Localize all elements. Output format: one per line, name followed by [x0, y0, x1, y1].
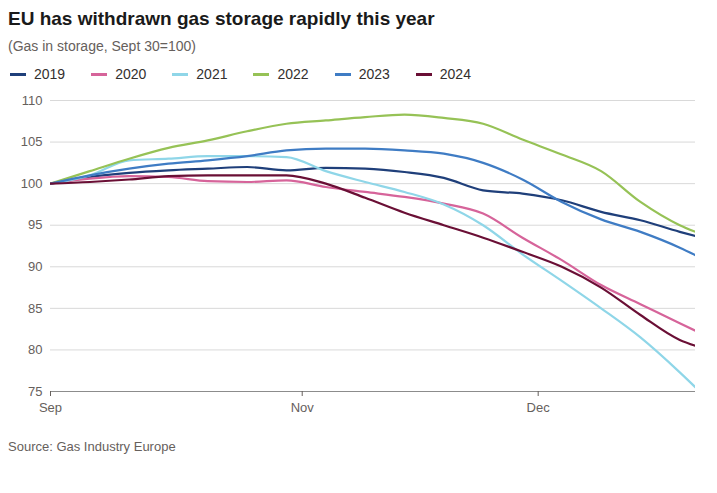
- svg-text:90: 90: [28, 259, 42, 274]
- svg-text:105: 105: [21, 134, 43, 149]
- html-text:(Gas in storage, Sept 30=100): (Gas in storage, Sept 30=100): [8, 38, 196, 54]
- svg-text:Nov: Nov: [291, 400, 315, 415]
- html-text:2023: 2023: [358, 66, 390, 82]
- svg-text:Sep: Sep: [39, 400, 62, 415]
- html-text:2019: 2019: [34, 66, 66, 82]
- svg-text:85: 85: [28, 301, 42, 316]
- html-text:2021: 2021: [196, 66, 228, 82]
- svg-text:Dec: Dec: [527, 400, 551, 415]
- svg-text:110: 110: [22, 93, 43, 108]
- svg-text:95: 95: [28, 217, 42, 232]
- html-text:2024: 2024: [439, 66, 471, 82]
- html-text:2022: 2022: [277, 66, 309, 82]
- html-text:Source: Gas Industry Europe: Source: Gas Industry Europe: [8, 439, 176, 454]
- html-text:EU has withdrawn gas storage r: EU has withdrawn gas storage rapidly thi…: [8, 8, 435, 29]
- html-text:2020: 2020: [115, 66, 147, 82]
- svg-text:75: 75: [28, 384, 42, 399]
- svg-text:80: 80: [28, 342, 42, 357]
- svg-text:100: 100: [21, 176, 43, 191]
